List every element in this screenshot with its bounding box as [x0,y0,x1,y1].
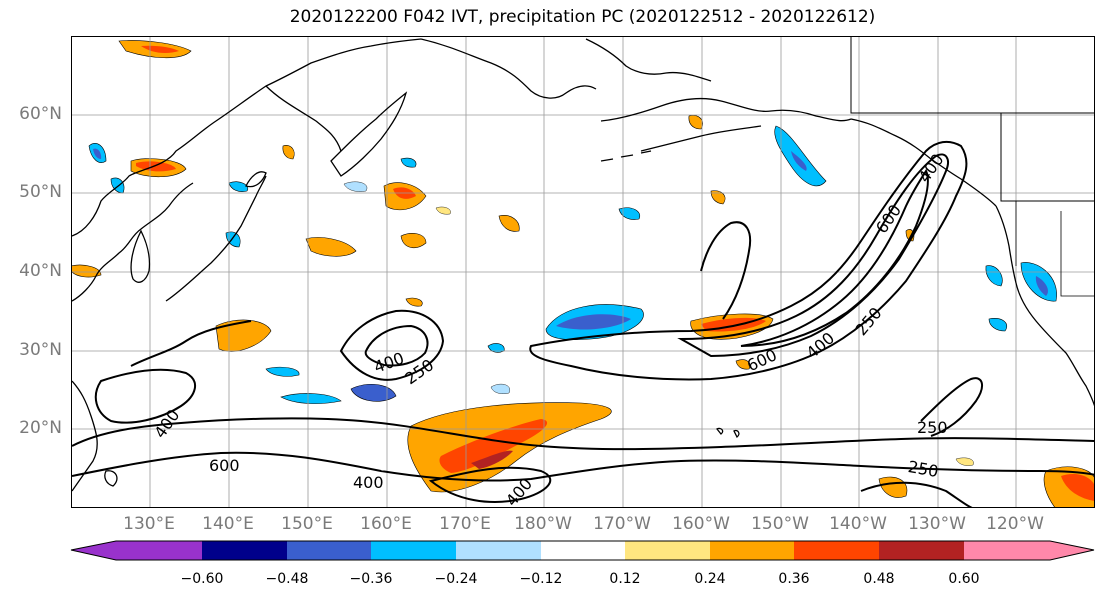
lat-label-20n: 20°N [19,418,62,438]
colorbar-swatch [625,541,710,560]
lon-label-120w: 120°W [986,514,1044,534]
colorbar-tick-label: −0.12 [519,571,563,587]
lon-label-180w: 180°W [514,514,572,534]
lon-label-130w: 130°W [908,514,966,534]
map-title: 2020122200 F042 IVT, precipitation PC (2… [289,7,876,27]
colorbar-tick-label: 0.60 [948,571,980,587]
contour-label: 400 [150,406,183,442]
map-svg: 600 400 250 600 400 250 400 250 600 400 … [72,37,1094,507]
colorbar-swatch [456,541,541,560]
colorbar-swatch [541,541,625,560]
colorbar-swatch [879,541,964,560]
colorbar-swatch [116,541,202,560]
lon-label-170e: 170°E [439,514,491,534]
lon-label-150e: 150°E [281,514,333,534]
precip-negative-shading [88,125,1057,404]
contour-label: 600 [872,201,905,237]
gridlines [72,37,1094,507]
colorbar-tick-label: 0.24 [694,571,726,587]
colorbar-swatch [202,541,287,560]
colorbar-swatch [710,541,794,560]
colorbar-extend-high [1050,541,1094,560]
colorbar-swatch [287,541,371,560]
lat-label-30n: 30°N [19,340,62,360]
colorbar-tick-label: −0.48 [265,571,309,587]
colorbar-extend-low [71,541,116,560]
lon-label-160w: 160°W [672,514,730,534]
map-panel: 600 400 250 600 400 250 400 250 600 400 … [71,36,1095,508]
lon-label-140e: 140°E [202,514,254,534]
lat-label-50n: 50°N [19,182,62,202]
lon-label-130e: 130°E [123,514,175,534]
contour-label: 400 [353,473,384,492]
colorbar-swatch [371,541,456,560]
colorbar-swatch [964,541,1050,560]
colorbar-tick-label: 0.48 [863,571,895,587]
lat-label-40n: 40°N [19,261,62,281]
colorbar [70,540,1095,561]
colorbar-tick-label: 0.36 [778,571,810,587]
lat-label-60n: 60°N [19,104,62,124]
lon-label-170w: 170°W [593,514,651,534]
coastlines [72,37,1094,492]
colorbar-swatch [794,541,879,560]
ivt-contours [72,140,1094,507]
colorbar-swatches [71,541,1094,560]
contour-label: 250 [917,418,948,437]
contour-label: 600 [209,456,240,475]
lon-label-160e: 160°E [360,514,412,534]
contour-label: 250 [907,457,940,481]
lon-label-140w: 140°W [829,514,887,534]
colorbar-tick-label: 0.12 [609,571,641,587]
colorbar-tick-label: −0.36 [349,571,393,587]
lon-label-150w: 150°W [751,514,809,534]
colorbar-tick-label: −0.60 [180,571,224,587]
colorbar-tick-label: −0.24 [434,571,478,587]
